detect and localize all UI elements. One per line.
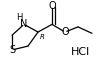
Text: HCl: HCl [70, 47, 90, 57]
Text: R: R [40, 34, 44, 39]
Text: S: S [9, 45, 15, 55]
Text: N: N [20, 19, 28, 29]
Text: O: O [61, 27, 69, 37]
Text: O: O [48, 1, 56, 11]
Text: H: H [16, 13, 22, 22]
